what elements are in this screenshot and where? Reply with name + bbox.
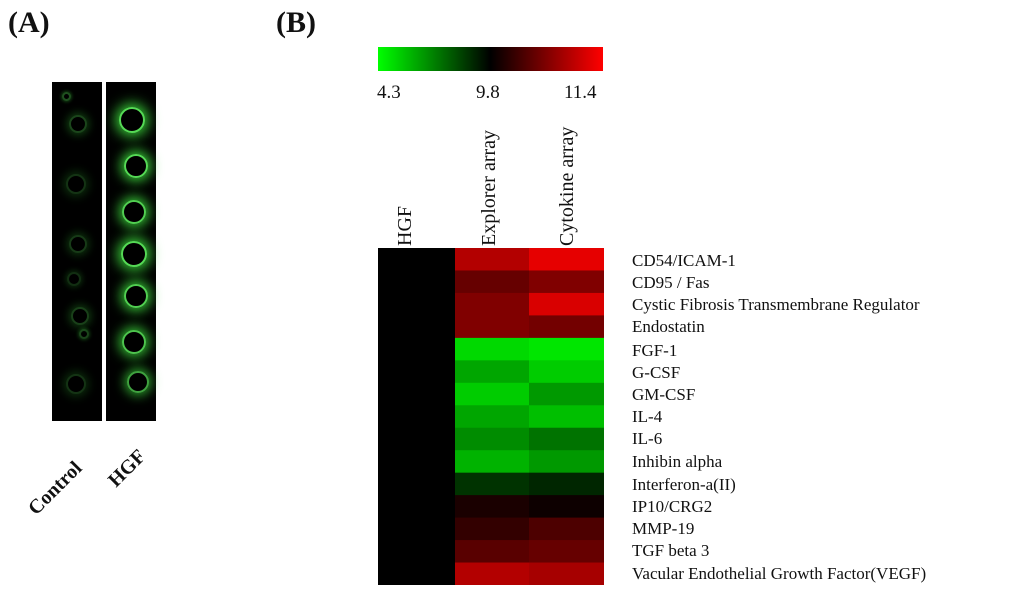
heatmap-cell-r11-c2 [529,495,604,519]
heatmap-cell-r7-c1 [455,405,529,429]
heatmap-cell-r5-c1 [455,360,529,384]
heatmap-cell-r10-c0 [378,472,455,496]
heatmap-cell-r7-c0 [378,405,455,429]
heatmap-cell-r1-c1 [455,270,529,294]
heatmap-cell-r10-c1 [455,472,529,496]
heatmap-cell-r3-c1 [455,315,529,339]
panel-b-label: (B) [276,6,316,39]
colorbar-tick-max: 11.4 [564,82,597,103]
heatmap-cell-r6-c2 [529,382,604,406]
fluorescence-spot [122,330,146,354]
heatmap-cell-r11-c0 [378,495,455,519]
row-label: FGF-1 [632,341,678,360]
row-label: G-CSF [632,363,681,382]
heatmap-cell-r1-c0 [378,270,455,294]
fluorescence-spot [79,329,89,339]
heatmap-cell-r2-c2 [529,292,604,316]
heatmap-cell-r9-c1 [455,450,529,474]
row-label: IP10/CRG2 [632,497,713,516]
row-label: IL-6 [632,429,663,448]
fluorescence-spot [119,107,145,133]
heatmap-cell-r4-c1 [455,337,529,361]
heatmap-cell-r12-c2 [529,517,604,541]
row-label: Vacular Endothelial Growth Factor(VEGF) [632,564,927,583]
fluorescence-spot [127,371,149,393]
heatmap-cell-r2-c1 [455,292,529,316]
heatmap-cell-r1-c2 [529,270,604,294]
fluorescence-spot [71,307,89,325]
row-label: MMP-19 [632,519,695,538]
row-label: CD95 / Fas [632,273,710,292]
heatmap [378,248,604,585]
fluorescence-spot [121,241,147,267]
heatmap-cell-r2-c0 [378,292,455,316]
heatmap-cell-r11-c1 [455,495,529,519]
row-label: Cystic Fibrosis Transmembrane Regulator [632,295,920,314]
colorbar [378,47,603,71]
heatmap-cell-r0-c2 [529,248,604,272]
blot-lane-control [52,82,102,421]
row-label: CD54/ICAM-1 [632,251,736,270]
row-label: Interferon-a(II) [632,475,736,494]
heatmap-cell-r9-c2 [529,450,604,474]
fluorescence-spot [122,200,146,224]
heatmap-cell-r7-c2 [529,405,604,429]
heatmap-cell-r13-c2 [529,540,604,564]
blot-lane-hgf [106,82,156,421]
heatmap-cell-r8-c1 [455,427,529,451]
heatmap-cell-r14-c1 [455,562,529,585]
row-label: TGF beta 3 [632,541,710,560]
heatmap-cell-r12-c1 [455,517,529,541]
heatmap-cell-r9-c0 [378,450,455,474]
lane-label-control: Control [24,457,87,520]
colorbar-tick-min: 4.3 [377,82,401,103]
fluorescence-spot [124,154,148,178]
heatmap-cell-r14-c2 [529,562,604,585]
heatmap-cell-r13-c0 [378,540,455,564]
heatmap-cell-r3-c2 [529,315,604,339]
fluorescence-spot [66,374,86,394]
heatmap-cell-r14-c0 [378,562,455,585]
heatmap-cell-r13-c1 [455,540,529,564]
heatmap-cell-r5-c2 [529,360,604,384]
heatmap-cell-r3-c0 [378,315,455,339]
row-label: Inhibin alpha [632,452,723,471]
heatmap-cell-r0-c0 [378,248,455,272]
heatmap-cell-r6-c1 [455,382,529,406]
heatmap-cell-r4-c0 [378,337,455,361]
heatmap-cell-r12-c0 [378,517,455,541]
heatmap-cell-r10-c2 [529,472,604,496]
heatmap-cell-r0-c1 [455,248,529,272]
fluorescence-spot [61,91,71,101]
fluorescence-spot [66,174,86,194]
heatmap-cell-r8-c0 [378,427,455,451]
fluorescence-spot [69,235,87,253]
row-label: IL-4 [632,407,663,426]
row-label: GM-CSF [632,385,696,404]
heatmap-cell-r4-c2 [529,337,604,361]
panel-a-label: (A) [8,6,50,39]
column-label-explorer-array: Explorer array [478,129,500,246]
heatmap-cell-r8-c2 [529,427,604,451]
fluorescence-spot [69,115,87,133]
heatmap-cell-r5-c0 [378,360,455,384]
fluorescence-spot [124,284,148,308]
heatmap-cell-r6-c0 [378,382,455,406]
lane-label-hgf: HGF [104,445,151,492]
row-label: Endostatin [632,317,705,336]
fluorescence-spot [67,272,81,286]
column-label-hgf: HGF [394,205,416,246]
colorbar-tick-mid: 9.8 [476,82,500,103]
column-label-cytokine-array: Cytokine array [556,126,578,246]
